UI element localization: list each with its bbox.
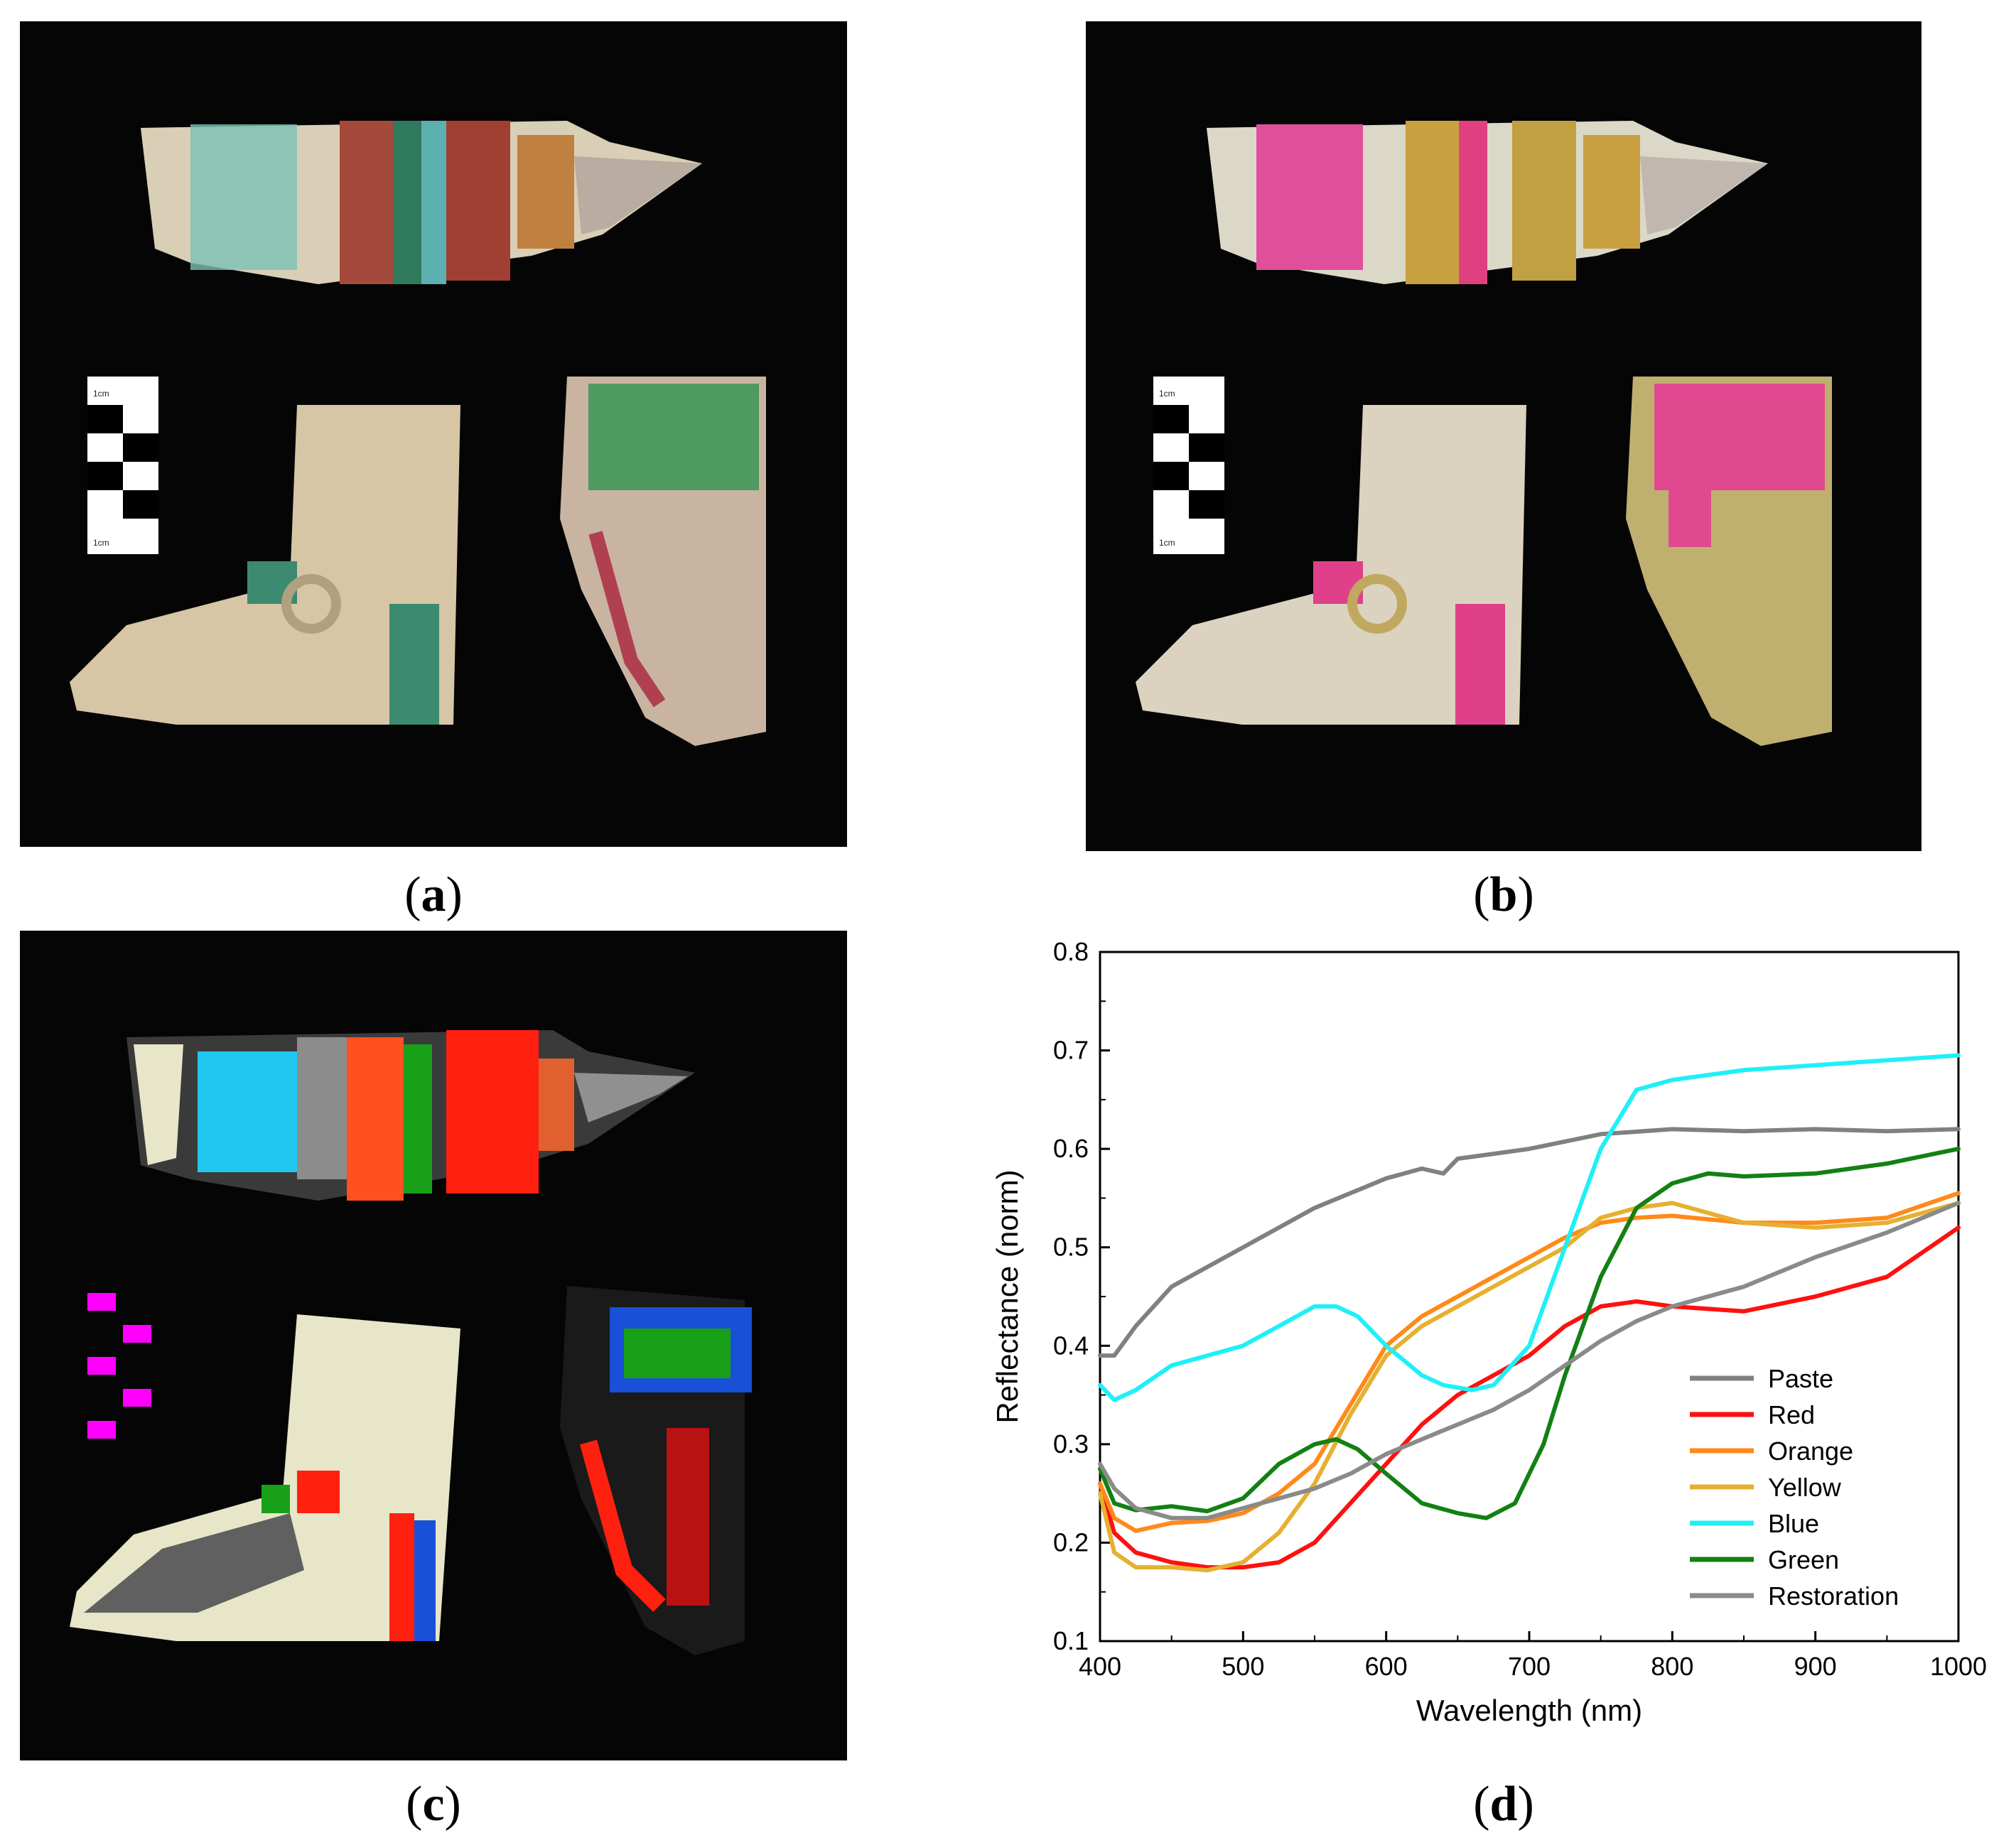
legend-label-green: Green (1768, 1545, 1839, 1574)
x-tick-label: 800 (1651, 1652, 1693, 1681)
axis-ticks: 400 500 600 700 800 900 1000 0.1 0.2 0.3 0.4 0.5 0.6… (1053, 937, 1987, 1681)
y-tick-label: 0.7 (1053, 1036, 1089, 1065)
y-tick-label: 0.4 (1053, 1331, 1089, 1360)
right-fragment (560, 377, 766, 746)
y-tick-label: 0.5 (1053, 1233, 1089, 1262)
panel-a-rgb-image: 1cm 1cm (20, 21, 847, 847)
legend-label-red: Red (1768, 1400, 1815, 1429)
right-fragment-classes (560, 1286, 752, 1655)
series-line-paste (1098, 1127, 1961, 1358)
y-tick-label: 0.2 (1053, 1527, 1089, 1557)
artifact-fragments-rgb: 1cm 1cm (70, 121, 766, 746)
scale-bar-classes (87, 1293, 151, 1439)
x-tick-label: 700 (1508, 1652, 1551, 1681)
x-axis-title: Wavelength (nm) (1416, 1694, 1642, 1727)
panel-b-false-color-image: 1cm 1cm (1086, 21, 1921, 851)
series-line-orange (1098, 1191, 1961, 1533)
boot-fragment (1136, 405, 1526, 725)
plot-area-frame (1099, 951, 1960, 1643)
legend-label-restoration: Restoration (1768, 1581, 1899, 1611)
legend-label-paste: Paste (1768, 1364, 1833, 1393)
classification-map-image (70, 1030, 752, 1655)
boot-fragment (70, 405, 460, 725)
y-axis-title: Reflectance (norm) (991, 1169, 1024, 1423)
x-tick-label: 1000 (1930, 1652, 1987, 1681)
y-tick-label: 0.6 (1053, 1134, 1089, 1163)
series-line-yellow (1098, 1201, 1961, 1573)
boot-fragment-classes (70, 1314, 460, 1641)
caption-a: (a) (404, 867, 463, 922)
scale-bar: 1cm 1cm (87, 377, 158, 554)
scale-bar-label-top: 1cm (93, 389, 109, 399)
caption-d: (d) (1473, 1777, 1534, 1832)
chart-series (1098, 1053, 1961, 1573)
artifact-fragments-false-color: 1cm 1cm (1136, 121, 1832, 746)
scale-bar-label-top: 1cm (1159, 389, 1175, 399)
right-fragment (1626, 377, 1832, 746)
y-tick-label: 0.8 (1053, 937, 1089, 966)
panel-c-classification-map (20, 931, 847, 1760)
scale-bar-label-bottom: 1cm (1159, 538, 1175, 548)
x-tick-label: 400 (1079, 1652, 1121, 1681)
caption-c: (c) (406, 1777, 461, 1832)
top-fragment (1207, 121, 1768, 284)
top-fragment (141, 121, 702, 284)
x-tick-label: 900 (1794, 1652, 1837, 1681)
y-tick-label: 0.1 (1053, 1626, 1089, 1655)
x-tick-label: 500 (1222, 1652, 1264, 1681)
series-line-blue (1098, 1053, 1961, 1402)
series-line-green (1098, 1147, 1961, 1520)
x-tick-label: 600 (1365, 1652, 1408, 1681)
scale-bar: 1cm 1cm (1153, 377, 1224, 554)
top-fragment-classes (126, 1030, 695, 1201)
scale-bar-label-bottom: 1cm (93, 538, 109, 548)
legend-label-yellow: Yellow (1768, 1473, 1842, 1502)
reflectance-chart: 400 500 600 700 800 900 1000 0.1 0.2 0.3 0.4 0.5 0.6… (991, 937, 1987, 1727)
chart-legend: Paste Red Orange Yellow Blue Green Restoration (1690, 1364, 1899, 1611)
series-line-red (1098, 1226, 1961, 1570)
series-line-restoration (1098, 1201, 1961, 1520)
legend-label-orange: Orange (1768, 1436, 1853, 1466)
legend-label-blue: Blue (1768, 1509, 1819, 1538)
y-tick-label: 0.3 (1053, 1429, 1089, 1459)
caption-b: (b) (1473, 867, 1534, 922)
